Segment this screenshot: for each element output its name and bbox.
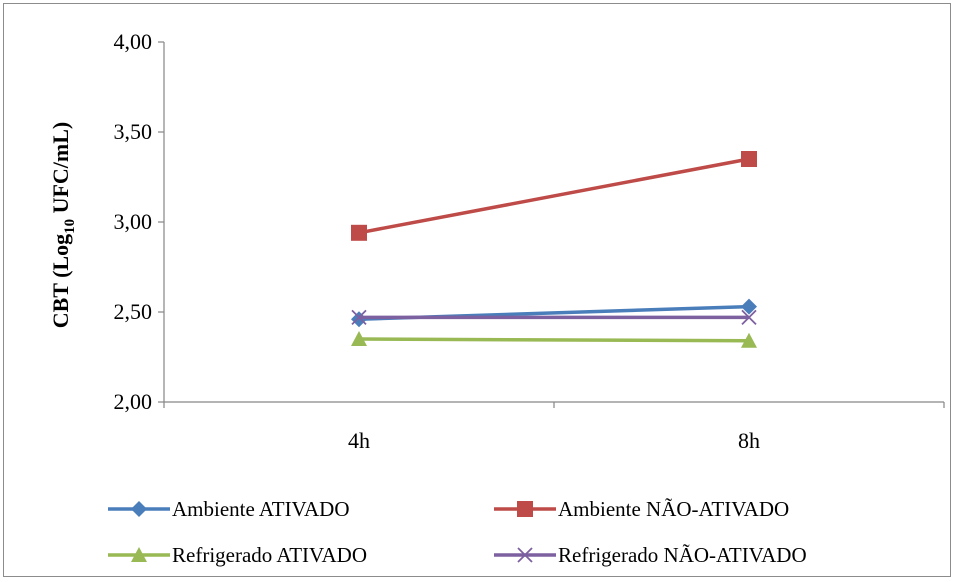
legend-marker-refrigerado-nao-ativado: [517, 547, 533, 563]
y-tick-label: 2,00: [114, 389, 153, 414]
legend-marker-ambiente-nao-ativado: [517, 501, 533, 517]
data-point-refrigerado-nao-ativado: [351, 309, 367, 326]
legend-item-refrigerado-ativado: Refrigerado ATIVADO: [108, 543, 367, 567]
y-tick-label: 4,00: [114, 29, 153, 54]
legend-item-refrigerado-nao-ativado: Refrigerado NÃO-ATIVADO: [494, 543, 807, 567]
series-line-refrigerado-ativado: [358, 337, 750, 343]
y-axis-label-suffix: UFC/mL): [48, 122, 73, 219]
series-group: [351, 151, 757, 348]
legend-label-ambiente-nao-ativado: Ambiente NÃO-ATIVADO: [558, 497, 789, 521]
y-axis-label: CBT (Log10 UFC/mL): [48, 122, 78, 329]
legend-marker-refrigerado-ativado: [131, 547, 147, 562]
x-ticks: 4h 8h: [163, 402, 945, 453]
legend-item-ambiente-nao-ativado: Ambiente NÃO-ATIVADO: [494, 497, 789, 521]
y-axis-label-prefix: CBT (Log: [48, 234, 73, 328]
data-point-refrigerado-ativado: [351, 331, 367, 346]
chart-frame: 2,00 2,50 3,00 3,50 4,00 4h 8h CBT (Log10 UFC…: [3, 3, 951, 577]
axes: [163, 42, 944, 403]
y-tick-label: 3,00: [114, 209, 153, 234]
series-ambiente-nao-ativado: [351, 151, 757, 241]
data-point-ambiente-nao-ativado: [741, 151, 757, 167]
legend-marker-ambiente-ativado: [131, 501, 147, 517]
data-point-ambiente-ativado: [351, 311, 367, 328]
data-point-refrigerado-ativado: [741, 332, 757, 348]
series-refrigerado-nao-ativado: [351, 309, 757, 326]
legend-label-ambiente-ativado: Ambiente ATIVADO: [172, 497, 350, 521]
legend-label-refrigerado-ativado: Refrigerado ATIVADO: [172, 543, 367, 567]
series-line-ambiente-nao-ativado: [358, 157, 750, 235]
legend: Ambiente ATIVADO Ambiente NÃO-ATIVADO Refr…: [108, 497, 807, 567]
series-refrigerado-ativado: [351, 331, 757, 348]
legend-item-ambiente-ativado: Ambiente ATIVADO: [108, 497, 350, 521]
legend-label-refrigerado-nao-ativado: Refrigerado NÃO-ATIVADO: [558, 543, 807, 567]
line-chart: 2,00 2,50 3,00 3,50 4,00 4h 8h CBT (Log10 UFC…: [48, 29, 945, 567]
data-point-ambiente-ativado: [741, 298, 757, 315]
y-axis-label-subscript: 10: [62, 219, 78, 234]
x-tick-label: 8h: [738, 428, 760, 453]
y-tick-label: 3,50: [114, 119, 153, 144]
data-point-refrigerado-nao-ativado: [741, 309, 757, 326]
x-tick-label: 4h: [348, 428, 370, 453]
y-ticks: 2,00 2,50 3,00 3,50 4,00: [114, 29, 164, 414]
series-ambiente-ativado: [351, 298, 757, 328]
data-point-ambiente-nao-ativado: [351, 224, 367, 241]
y-tick-label: 2,50: [114, 299, 153, 324]
